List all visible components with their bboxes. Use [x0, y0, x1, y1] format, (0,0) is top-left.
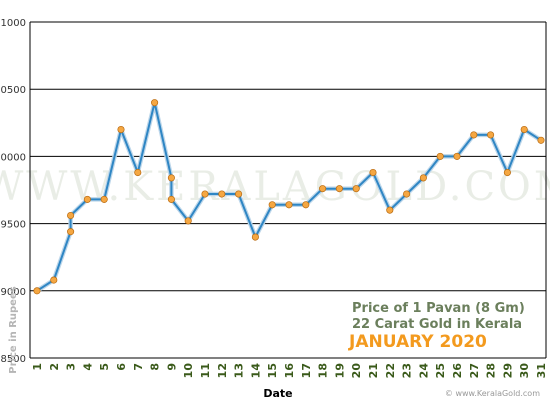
x-tick-label: 26 [451, 363, 464, 379]
y-tick-label: 28500 [0, 354, 26, 365]
data-point [335, 185, 343, 193]
y-tick-label: 31000 [0, 18, 26, 29]
data-point [50, 276, 58, 284]
x-tick-label: 17 [300, 363, 313, 378]
x-tick-label: 27 [468, 363, 481, 378]
annotation-month: JANUARY 2020 [348, 332, 487, 352]
data-point [134, 168, 142, 177]
data-point [470, 131, 478, 139]
data-point [487, 131, 495, 139]
data-point [436, 152, 444, 160]
data-point [218, 190, 226, 198]
data-point [167, 174, 175, 182]
y-tick-label: 30000 [0, 152, 26, 163]
x-axis-label: Date [263, 387, 292, 400]
y-tick-label: 29000 [0, 287, 26, 298]
y-tick-label: 30500 [0, 85, 26, 96]
data-point [33, 287, 41, 295]
data-point [184, 217, 192, 225]
x-tick-label: 16 [283, 363, 296, 379]
annotation-line-2: 22 Carat Gold in Kerala [352, 317, 522, 332]
x-tick-label: 12 [216, 363, 229, 378]
x-tick-label: 22 [384, 363, 397, 378]
data-point [369, 168, 377, 177]
x-tick-label: 31 [535, 363, 548, 378]
x-tick-label: 24 [417, 363, 430, 379]
x-tick-label: 30 [518, 363, 531, 379]
data-point [319, 185, 327, 193]
x-tick-label: 6 [115, 363, 128, 371]
data-point [419, 174, 427, 182]
data-point [285, 201, 293, 209]
x-tick-label: 18 [317, 363, 330, 378]
data-point [386, 206, 394, 214]
data-point [403, 190, 411, 198]
data-point [67, 228, 75, 236]
x-tick-label: 23 [401, 363, 414, 378]
data-point [453, 152, 461, 160]
data-point [151, 99, 159, 107]
y-axis-label: Price in Rupees [8, 286, 19, 373]
data-point [67, 211, 75, 220]
x-tick-label: 10 [182, 363, 195, 379]
x-tick-label: 21 [367, 363, 380, 378]
x-tick-label: 8 [149, 363, 162, 371]
data-point [251, 233, 259, 241]
data-point [83, 195, 91, 203]
x-tick-label: 7 [132, 363, 145, 371]
annotation-line-1: Price of 1 Pavan (8 Gm) [352, 301, 525, 316]
x-tick-label: 28 [485, 363, 498, 378]
data-point [352, 185, 360, 193]
x-tick-label: 4 [81, 363, 94, 371]
data-point [268, 201, 276, 209]
data-point [503, 168, 511, 177]
data-point [520, 125, 528, 134]
footer-credit: © www.KeralaGold.com [445, 389, 540, 398]
x-tick-label: 2 [48, 363, 61, 371]
x-tick-label: 19 [333, 363, 346, 378]
data-point [117, 125, 125, 134]
data-point [167, 195, 175, 203]
data-point [201, 190, 209, 198]
data-point [537, 136, 545, 144]
x-tick-label: 29 [501, 363, 514, 378]
x-tick-label: 11 [199, 363, 212, 378]
x-tick-label: 20 [350, 363, 363, 379]
x-tick-label: 15 [266, 363, 279, 378]
x-tick-label: 1 [31, 363, 44, 371]
data-point [302, 201, 310, 209]
watermark: WWW.KERALAGOLD.COM [0, 164, 550, 210]
data-point [100, 195, 108, 203]
x-tick-label: 9 [165, 363, 178, 371]
x-tick-label: 3 [65, 363, 78, 371]
y-tick-label: 29500 [0, 220, 26, 231]
x-tick-label: 14 [249, 363, 262, 379]
x-tick-label: 13 [233, 363, 246, 378]
x-tick-label: 5 [98, 363, 111, 371]
data-point [235, 190, 243, 198]
x-tick-label: 25 [434, 363, 447, 378]
